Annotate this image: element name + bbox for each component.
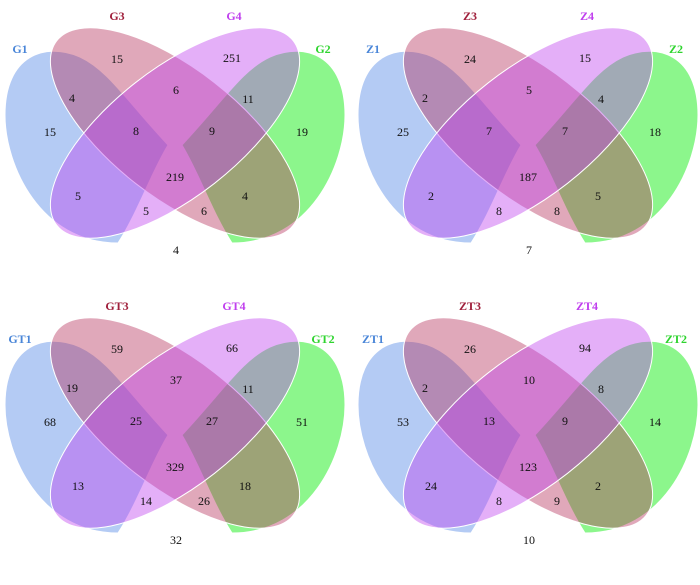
region-count-r13: 2	[422, 381, 428, 395]
set-4-shape	[49, 27, 301, 239]
region-count-r14: 24	[425, 479, 437, 493]
venn-panel-zt1: ZT1 ZT3 ZT4 ZT2 53 26 94 14 2 10 8 13 9 123 24 8 9 2 10	[357, 299, 699, 547]
region-count-r13: 2	[422, 91, 428, 105]
region-count-r12: 10	[523, 533, 535, 547]
set-label-s2: G2	[315, 42, 330, 56]
region-count-r134: 7	[486, 124, 492, 138]
region-count-r342: 9	[562, 414, 568, 428]
region-count-r34: 5	[526, 83, 532, 97]
region-count-r134: 8	[133, 124, 139, 138]
set-3-shape	[49, 317, 301, 529]
region-count-only3: 26	[464, 342, 476, 356]
set-label-s2: ZT2	[665, 332, 687, 346]
region-count-r32: 18	[239, 479, 251, 493]
region-count-r42: 11	[242, 382, 254, 396]
set-3-shape	[402, 27, 654, 239]
region-count-r342: 7	[562, 124, 568, 138]
set-label-s3: G3	[109, 9, 124, 23]
set-label-s4: GT4	[222, 299, 245, 313]
region-count-r342: 27	[206, 414, 218, 428]
region-count-r342: 9	[209, 124, 215, 138]
set-3-shape	[49, 27, 301, 239]
region-count-only1: 15	[44, 125, 56, 139]
region-count-r42: 11	[242, 92, 254, 106]
region-count-r132: 6	[201, 204, 207, 218]
set-label-s2: Z2	[669, 42, 683, 56]
region-count-r32: 5	[595, 189, 601, 203]
region-count-r1_4_2: 5	[143, 204, 149, 218]
region-count-only2: 18	[649, 125, 661, 139]
set-1-shape	[357, 50, 522, 244]
set-4-shape	[402, 27, 654, 239]
set-label-s3: Z3	[463, 9, 477, 23]
region-count-r134: 25	[130, 414, 142, 428]
region-count-r12: 7	[526, 243, 532, 257]
set-2-shape	[534, 340, 699, 534]
region-count-r13: 4	[69, 91, 75, 105]
set-label-s4: Z4	[580, 9, 594, 23]
region-count-only3: 24	[464, 52, 476, 66]
region-count-only3: 15	[111, 52, 123, 66]
region-count-only2: 14	[649, 415, 661, 429]
set-4-shape	[402, 317, 654, 529]
set-1-shape	[4, 340, 169, 534]
set-label-s4: ZT4	[576, 299, 598, 313]
region-count-r1_4_2: 8	[496, 204, 502, 218]
region-count-r13: 19	[66, 381, 78, 395]
region-count-r134: 13	[483, 414, 495, 428]
set-label-s1: G1	[12, 42, 27, 56]
region-count-r1_4_2: 14	[140, 494, 152, 508]
set-3-shape	[402, 317, 654, 529]
region-count-r34: 6	[173, 83, 179, 97]
region-count-only4: 66	[226, 341, 238, 355]
region-count-only1: 25	[397, 125, 409, 139]
set-label-s2: GT2	[311, 332, 334, 346]
set-label-s1: ZT1	[362, 332, 384, 346]
region-count-all: 187	[519, 170, 537, 184]
region-count-all: 123	[519, 460, 537, 474]
region-count-r12: 32	[170, 533, 182, 547]
region-count-r132: 9	[554, 494, 560, 508]
region-count-r32: 4	[242, 189, 248, 203]
region-count-only3: 59	[111, 342, 123, 356]
set-2-shape	[181, 340, 346, 534]
region-count-only1: 68	[44, 415, 56, 429]
set-4-shape	[49, 317, 301, 529]
set-2-shape	[534, 50, 699, 244]
region-count-r14: 13	[72, 479, 84, 493]
venn-panel-g1: G1 G3 G4 G2 15 15 251 19 4 6 11 8 9 219 5 5 6 4 4	[4, 9, 346, 257]
region-count-all: 329	[166, 460, 184, 474]
region-count-only2: 51	[296, 415, 308, 429]
region-count-r42: 8	[598, 382, 604, 396]
region-count-only4: 251	[223, 51, 241, 65]
region-count-r1_4_2: 8	[496, 494, 502, 508]
region-count-only4: 94	[579, 341, 591, 355]
region-count-r34: 37	[170, 373, 182, 387]
region-count-r132: 8	[554, 204, 560, 218]
set-1-shape	[357, 340, 522, 534]
region-count-r12: 4	[173, 243, 179, 257]
region-count-r32: 2	[595, 479, 601, 493]
set-label-s1: GT1	[8, 332, 31, 346]
set-label-s3: ZT3	[459, 299, 481, 313]
region-count-only2: 19	[296, 125, 308, 139]
region-count-r14: 2	[428, 189, 434, 203]
set-1-shape	[4, 50, 169, 244]
set-label-s4: G4	[226, 9, 241, 23]
region-count-only1: 53	[397, 415, 409, 429]
region-count-r34: 10	[523, 373, 535, 387]
set-2-shape	[181, 50, 346, 244]
set-label-s1: Z1	[366, 42, 380, 56]
region-count-r132: 26	[198, 494, 210, 508]
region-count-only4: 15	[579, 51, 591, 65]
region-count-r42: 4	[598, 92, 604, 106]
region-count-r14: 5	[75, 189, 81, 203]
venn-panel-gt1: GT1 GT3 GT4 GT2 68 59 66 51 19 37 11 25 27 329 13 14 26 1…	[4, 299, 346, 547]
region-count-all: 219	[166, 170, 184, 184]
set-label-s3: GT3	[105, 299, 128, 313]
